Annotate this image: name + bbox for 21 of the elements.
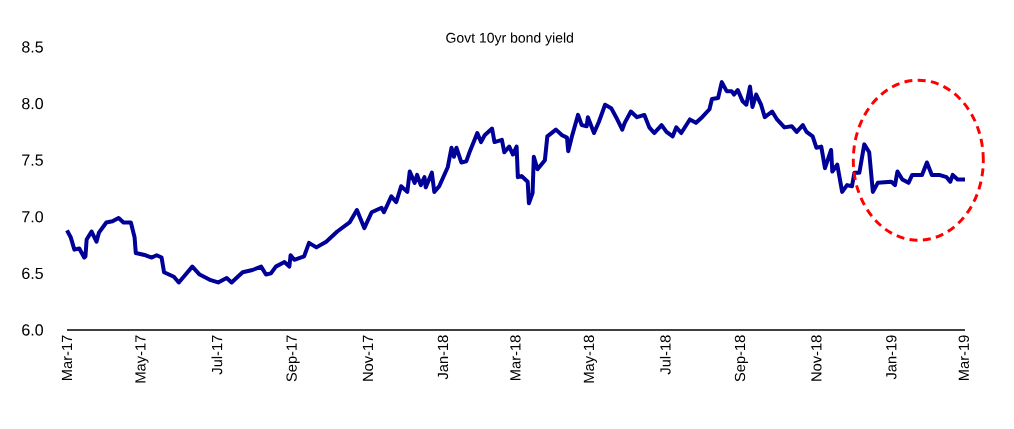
- x-tick-label: Jul-18: [659, 335, 671, 375]
- x-tick-label: Mar-18: [510, 335, 521, 380]
- y-tick-label: 8.5: [22, 41, 43, 53]
- y-tick-label: 7.5: [22, 154, 43, 166]
- x-tick-label: May-17: [135, 335, 149, 383]
- x-tick-label: Jan-18: [437, 335, 449, 380]
- line-series: [65, 80, 968, 285]
- x-tick-label: May-18: [583, 335, 597, 383]
- x-tick-label: Mar-17: [61, 335, 73, 380]
- x-tick-label: Nov-17: [362, 335, 374, 381]
- x-tick-label: Sep-17: [286, 335, 300, 382]
- x-tick-label: Jul-17: [211, 335, 223, 375]
- x-tick-label: Nov-18: [811, 335, 822, 381]
- y-tick-label: 8.0: [22, 97, 44, 110]
- y-tick-label: 6.5: [22, 267, 43, 280]
- x-tick-label: Sep-18: [734, 335, 749, 382]
- x-tick-label: Mar-19: [958, 335, 969, 380]
- chart-title: Govt 10yr bond yield: [446, 32, 573, 46]
- x-tick-label: Jan-19: [886, 335, 897, 380]
- y-tick-label: 7.0: [22, 211, 44, 223]
- y-tick-label: 6.0: [22, 324, 44, 336]
